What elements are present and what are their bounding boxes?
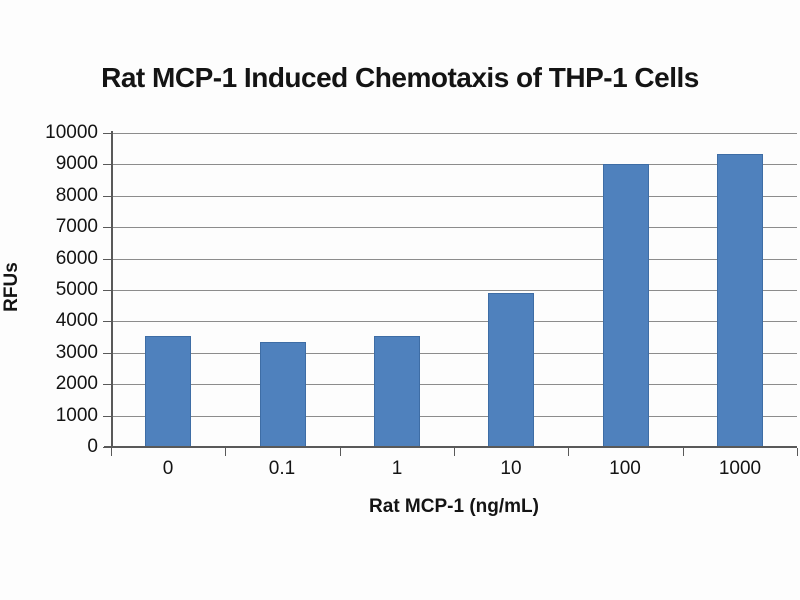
x-axis-tick — [568, 448, 569, 456]
y-axis-tick — [103, 196, 111, 197]
y-tick-label: 10000 — [45, 122, 98, 143]
gridline — [111, 133, 797, 134]
gridline — [111, 353, 797, 354]
y-tick-label: 3000 — [55, 342, 98, 363]
gridline — [111, 290, 797, 291]
gridline — [111, 259, 797, 260]
y-axis-tick — [103, 259, 111, 260]
x-tick-label: 100 — [609, 458, 641, 479]
x-axis-title: Rat MCP-1 (ng/mL) — [369, 496, 539, 517]
bar-100 — [603, 164, 649, 447]
x-tick-label: 1000 — [718, 458, 762, 479]
bar-0.1 — [260, 342, 306, 447]
y-axis-tick — [103, 290, 111, 291]
y-tick-label: 1000 — [55, 405, 98, 426]
bar-1000 — [717, 154, 763, 447]
x-tick-label: 1 — [391, 458, 403, 479]
y-axis-tick — [103, 384, 111, 385]
gridline — [111, 416, 797, 417]
bar-0 — [145, 336, 191, 447]
x-axis-tick — [454, 448, 455, 456]
y-tick-label: 4000 — [55, 310, 98, 331]
y-tick-label: 9000 — [55, 153, 98, 174]
gridline — [111, 384, 797, 385]
x-axis-line — [104, 446, 797, 448]
x-axis-tick — [340, 448, 341, 456]
x-axis-tick — [111, 448, 112, 456]
y-tick-label: 0 — [87, 436, 98, 457]
y-axis-tick — [103, 227, 111, 228]
bar-10 — [488, 293, 534, 447]
gridline — [111, 227, 797, 228]
y-tick-label: 8000 — [55, 185, 98, 206]
y-tick-label: 2000 — [55, 373, 98, 394]
y-axis-tick — [103, 164, 111, 165]
y-axis-tick — [103, 321, 111, 322]
x-tick-label: 10 — [500, 458, 522, 479]
x-axis-tick — [683, 448, 684, 456]
y-axis-line — [111, 131, 113, 447]
y-axis-tick — [103, 133, 111, 134]
y-axis-tick — [103, 353, 111, 354]
x-axis-tick — [225, 448, 226, 456]
y-axis-tick — [103, 416, 111, 417]
y-tick-label: 5000 — [55, 279, 98, 300]
bar-1 — [374, 336, 420, 447]
x-tick-label: 0.1 — [268, 458, 296, 479]
y-axis-tick — [103, 447, 111, 448]
gridline — [111, 164, 797, 165]
gridline — [111, 321, 797, 322]
x-axis-tick — [797, 448, 798, 456]
y-tick-label: 6000 — [55, 248, 98, 269]
x-tick-label: 0 — [162, 458, 174, 479]
chart-title: Rat MCP-1 Induced Chemotaxis of THP-1 Ce… — [101, 62, 699, 93]
y-tick-label: 7000 — [55, 216, 98, 237]
plot-area — [111, 133, 797, 447]
gridline — [111, 196, 797, 197]
